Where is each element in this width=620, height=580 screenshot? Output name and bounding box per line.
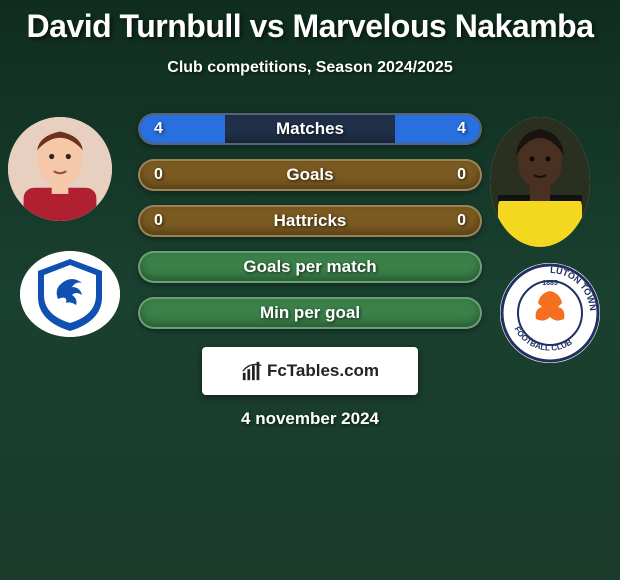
bar-value-right: 0 [457,166,466,184]
eye-l [530,157,535,162]
bar-fill-right [395,115,480,143]
chart-icon [241,360,263,382]
eye-r [66,154,71,159]
player-right-svg [490,117,590,247]
player-photo-right [490,117,590,247]
shirt [498,195,582,247]
stat-bar: 0 0 Hattricks [138,205,482,237]
club-badge-left [20,251,120,337]
bar-value-left: 0 [154,212,163,230]
comparison-area: LUTON TOWN FOOTBALL CLUB · 1885 · 44Matc… [0,113,620,329]
neck [52,179,69,194]
player-left-svg [8,117,112,221]
bar-value-right: 0 [457,212,466,230]
player-photo-left [8,117,112,221]
bar-value-right: 4 [457,120,466,138]
bar-value-left: 0 [154,166,163,184]
bar-label: Matches [276,119,344,139]
page-subtitle: Club competitions, Season 2024/2025 [0,59,620,77]
bar-label: Goals per match [243,257,376,277]
badge-year: · 1885 · [538,280,562,287]
club-left-svg [20,251,120,337]
stat-bar: 4 4 Matches [138,113,482,145]
page-title: David Turnbull vs Marvelous Nakamba [0,0,620,45]
footer-brand: FcTables.com [241,360,379,382]
club-right-svg: LUTON TOWN FOOTBALL CLUB · 1885 · [500,263,600,363]
footer-date: 4 november 2024 [0,409,620,429]
stat-bars: 4 4 Matches 0 0 Goals 0 0 Hattricks Goals per mat… [138,113,482,329]
eye-r [546,157,551,162]
bar-label: Goals [286,165,333,185]
stat-bar: 0 0 Goals [138,159,482,191]
stat-bar: Min per goal [138,297,482,329]
bar-label: Hattricks [274,211,347,231]
footer-brand-badge: FcTables.com [202,347,418,395]
bar-fill-left [140,115,225,143]
eye-l [49,154,54,159]
stat-bar: Goals per match [138,251,482,283]
footer-brand-text: FcTables.com [267,361,379,381]
bar-value-left: 4 [154,120,163,138]
club-badge-right: LUTON TOWN FOOTBALL CLUB · 1885 · [500,263,600,363]
bar-label: Min per goal [260,303,360,323]
